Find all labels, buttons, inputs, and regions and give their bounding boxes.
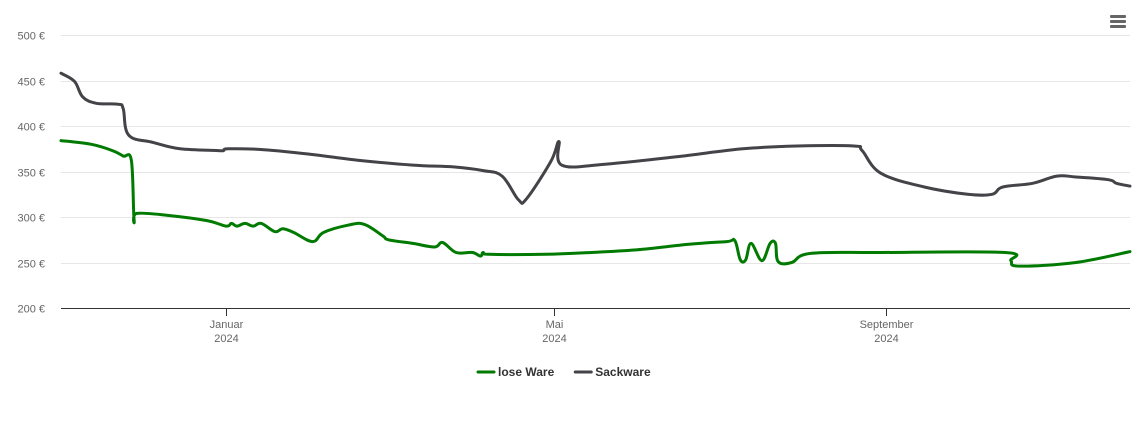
y-tick-label: 350 € xyxy=(17,168,45,180)
x-tick-month-label: September xyxy=(860,319,914,331)
legend-item-sackware[interactable]: Sackware xyxy=(595,365,651,379)
series-line-sackware xyxy=(59,71,1132,205)
y-axis-ticks: 200 € 250 € 300 € 350 € 400 € 450 € 500 € xyxy=(17,31,45,316)
menu-bar-middle xyxy=(1110,20,1126,23)
y-tick-label: 300 € xyxy=(17,213,45,225)
series-lines xyxy=(59,71,1132,268)
y-tick-label: 450 € xyxy=(17,77,45,89)
x-tick-month-label: Januar xyxy=(210,319,244,331)
x-tick-year-label: 2024 xyxy=(214,333,238,345)
menu-bar-top xyxy=(1110,15,1126,18)
legend: lose Ware Sackware xyxy=(476,365,651,379)
legend-item-lose-ware[interactable]: lose Ware xyxy=(498,365,555,379)
y-tick-label: 400 € xyxy=(17,122,45,134)
y-tick-label: 500 € xyxy=(17,31,45,43)
grid-lines xyxy=(61,35,1130,264)
hamburger-menu-icon[interactable] xyxy=(1108,12,1128,32)
series-line-lose-ware xyxy=(59,139,1132,268)
x-tick-year-label: 2024 xyxy=(542,333,566,345)
x-tick-year-label: 2024 xyxy=(874,333,898,345)
y-tick-label: 250 € xyxy=(17,259,45,271)
x-axis-ticks: Januar 2024 Mai 2024 September 2024 xyxy=(210,308,914,345)
menu-bar-bottom xyxy=(1110,25,1126,28)
y-tick-label: 200 € xyxy=(17,304,45,316)
x-tick-month-label: Mai xyxy=(546,319,564,331)
